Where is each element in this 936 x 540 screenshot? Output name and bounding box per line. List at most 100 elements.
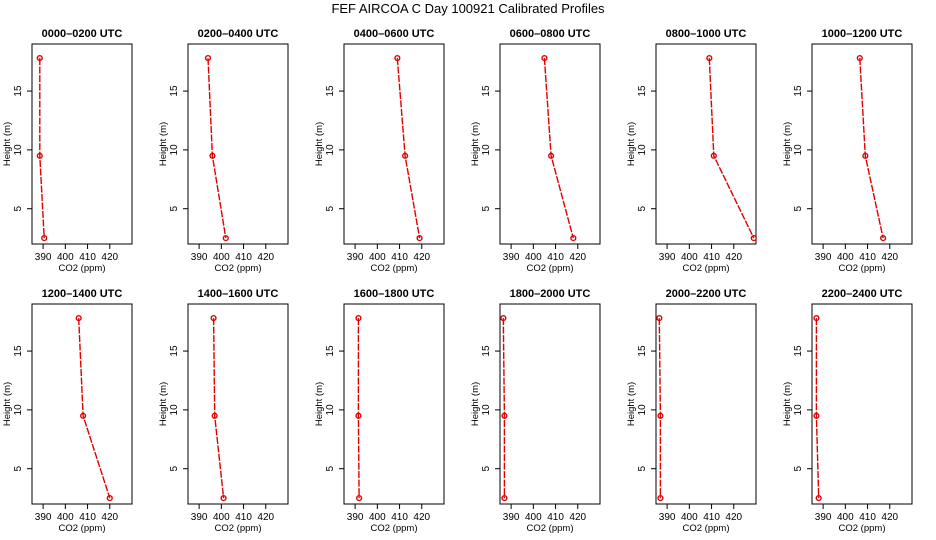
profile-line bbox=[78, 318, 111, 499]
panel-title: 2000–2200 UTC bbox=[666, 288, 747, 300]
profile-line bbox=[658, 318, 662, 499]
panel-title: 1200–1400 UTC bbox=[42, 288, 123, 300]
data-point bbox=[356, 495, 363, 502]
y-tick-label: 15 bbox=[169, 345, 180, 357]
profile-line bbox=[207, 58, 227, 239]
x-tick-label: 410 bbox=[391, 512, 408, 523]
data-point bbox=[355, 412, 362, 419]
y-axis-label: Height (m) bbox=[314, 382, 325, 426]
y-tick-label: 15 bbox=[637, 345, 648, 357]
panel: 0200–0400 UTC 390 400 410 420 5 10 15 CO2 (ppm) H… bbox=[158, 28, 289, 274]
x-tick-label: 390 bbox=[35, 512, 52, 523]
data-point bbox=[355, 315, 362, 322]
panel: 1600–1800 UTC 390 400 410 420 5 10 15 CO2 (ppm) H… bbox=[314, 288, 445, 534]
y-tick-label: 10 bbox=[325, 404, 336, 416]
y-tick-label: 10 bbox=[169, 404, 180, 416]
y-tick-label: 15 bbox=[793, 345, 804, 357]
y-tick-label: 5 bbox=[325, 465, 336, 471]
data-point bbox=[570, 235, 577, 242]
profile-line bbox=[859, 58, 884, 239]
panels-grid: 0000–0200 UTC 390 400 410 420 5 10 15 CO2 (ppm) H… bbox=[2, 28, 913, 534]
x-tick-label: 420 bbox=[101, 252, 118, 263]
data-point bbox=[106, 495, 113, 502]
x-tick-label: 400 bbox=[213, 252, 230, 263]
data-point bbox=[80, 412, 87, 419]
y-axis-label: Height (m) bbox=[782, 122, 793, 166]
data-point bbox=[856, 55, 863, 62]
x-tick-label: 390 bbox=[191, 252, 208, 263]
y-tick-label: 15 bbox=[325, 345, 336, 357]
data-point bbox=[710, 152, 717, 159]
x-tick-label: 410 bbox=[703, 512, 720, 523]
panel-title: 0400–0600 UTC bbox=[354, 28, 435, 40]
x-tick-label: 390 bbox=[659, 512, 676, 523]
panel: 2200–2400 UTC 390 400 410 420 5 10 15 CO2 (ppm) H… bbox=[782, 288, 913, 534]
x-tick-label: 410 bbox=[235, 252, 252, 263]
x-tick-label: 390 bbox=[347, 252, 364, 263]
x-tick-label: 400 bbox=[369, 252, 386, 263]
y-tick-label: 5 bbox=[13, 205, 24, 211]
y-tick-label: 5 bbox=[793, 205, 804, 211]
plot-frame bbox=[499, 303, 601, 505]
x-tick-label: 420 bbox=[725, 252, 742, 263]
plot-frame bbox=[811, 303, 913, 505]
profile-line bbox=[39, 58, 45, 239]
x-tick-label: 420 bbox=[413, 252, 430, 263]
y-tick-label: 10 bbox=[793, 404, 804, 416]
y-tick-label: 10 bbox=[481, 404, 492, 416]
x-tick-label: 400 bbox=[525, 252, 542, 263]
data-point bbox=[880, 235, 887, 242]
y-tick-label: 15 bbox=[169, 85, 180, 97]
x-tick-label: 410 bbox=[235, 512, 252, 523]
y-tick-label: 10 bbox=[637, 404, 648, 416]
x-axis-label: CO2 (ppm) bbox=[839, 263, 886, 274]
x-tick-label: 410 bbox=[79, 252, 96, 263]
plot-frame bbox=[343, 43, 445, 245]
panel: 1000–1200 UTC 390 400 410 420 5 10 15 CO2 (ppm) H… bbox=[782, 28, 913, 274]
x-axis-label: CO2 (ppm) bbox=[371, 263, 418, 274]
data-point bbox=[657, 412, 664, 419]
data-point bbox=[211, 412, 218, 419]
x-tick-label: 420 bbox=[725, 512, 742, 523]
x-axis-label: CO2 (ppm) bbox=[215, 263, 262, 274]
y-tick-label: 5 bbox=[169, 205, 180, 211]
y-axis-label: Height (m) bbox=[626, 122, 637, 166]
panel-title: 1600–1800 UTC bbox=[354, 288, 435, 300]
data-point bbox=[210, 315, 217, 322]
data-point bbox=[656, 315, 663, 322]
profile-line bbox=[502, 318, 506, 499]
x-tick-label: 400 bbox=[681, 252, 698, 263]
data-point bbox=[862, 152, 869, 159]
data-point bbox=[222, 235, 229, 242]
x-tick-label: 420 bbox=[257, 512, 274, 523]
y-tick-label: 5 bbox=[637, 205, 648, 211]
plot-frame bbox=[187, 43, 289, 245]
plot-frame bbox=[811, 43, 913, 245]
y-axis-label: Height (m) bbox=[470, 382, 481, 426]
profile-line bbox=[212, 318, 225, 499]
data-point bbox=[220, 495, 227, 502]
y-axis-label: Height (m) bbox=[2, 122, 13, 166]
x-tick-label: 400 bbox=[837, 512, 854, 523]
data-point bbox=[204, 55, 212, 62]
x-tick-label: 410 bbox=[859, 252, 876, 263]
profile-line bbox=[543, 58, 574, 239]
x-tick-label: 410 bbox=[79, 512, 96, 523]
y-tick-label: 10 bbox=[481, 144, 492, 156]
data-point bbox=[402, 152, 409, 159]
data-point bbox=[36, 152, 43, 159]
y-tick-label: 5 bbox=[793, 465, 804, 471]
y-axis-label: Height (m) bbox=[158, 382, 169, 426]
y-tick-label: 15 bbox=[637, 85, 648, 97]
x-axis-label: CO2 (ppm) bbox=[59, 523, 106, 534]
profile-line bbox=[708, 58, 755, 239]
y-tick-label: 5 bbox=[13, 465, 24, 471]
plot-frame bbox=[187, 303, 289, 505]
panel: 1400–1600 UTC 390 400 410 420 5 10 15 CO2 (ppm) H… bbox=[158, 288, 289, 534]
y-tick-label: 10 bbox=[325, 144, 336, 156]
panel: 0600–0800 UTC 390 400 410 420 5 10 15 CO2 (ppm) H… bbox=[470, 28, 601, 274]
y-tick-label: 5 bbox=[481, 465, 492, 471]
panel-title: 0200–0400 UTC bbox=[198, 28, 279, 40]
x-tick-label: 420 bbox=[881, 252, 898, 263]
